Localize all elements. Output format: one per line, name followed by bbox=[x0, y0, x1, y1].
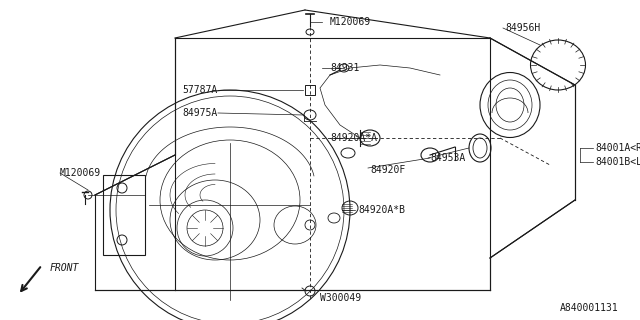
Text: 84920F: 84920F bbox=[370, 165, 405, 175]
Text: 84953A: 84953A bbox=[430, 153, 465, 163]
Text: M120069: M120069 bbox=[60, 168, 101, 178]
Text: 57787A: 57787A bbox=[183, 85, 218, 95]
Text: 84920A*A: 84920A*A bbox=[330, 133, 377, 143]
Bar bbox=[103, 175, 145, 255]
Text: FRONT: FRONT bbox=[50, 263, 79, 273]
Text: 84001A<RH>: 84001A<RH> bbox=[595, 143, 640, 153]
Text: M120069: M120069 bbox=[330, 17, 371, 27]
Text: 84975A: 84975A bbox=[183, 108, 218, 118]
Text: 84931: 84931 bbox=[330, 63, 360, 73]
Text: 84001B<LH>: 84001B<LH> bbox=[595, 157, 640, 167]
Text: 84956H: 84956H bbox=[505, 23, 540, 33]
Text: 84920A*B: 84920A*B bbox=[358, 205, 405, 215]
Text: W300049: W300049 bbox=[320, 293, 361, 303]
Text: A840001131: A840001131 bbox=[560, 303, 619, 313]
